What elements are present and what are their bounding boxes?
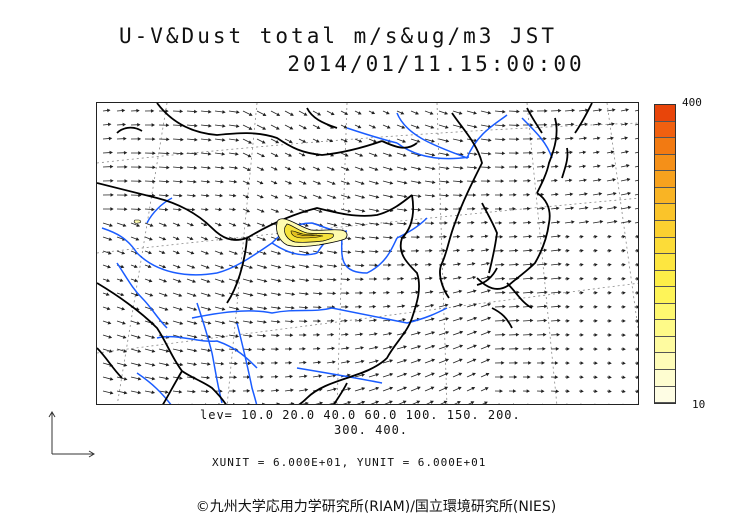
coastlines: [97, 103, 593, 404]
colorbar-segment: [655, 303, 675, 321]
colorbar-segment: [655, 386, 675, 404]
colorbar-segment: [655, 121, 675, 139]
wind-vectors: [102, 108, 638, 404]
contour-levels-line1: lev= 10.0 20.0 40.0 60.0 100. 150. 200.: [200, 408, 521, 422]
wind-dust-map: [96, 102, 639, 405]
colorbar-segment: [655, 370, 675, 387]
map-title: U-V&Dust total m/s&ug/m3 JST: [118, 24, 557, 48]
copyright-text: ©九州大学応用力学研究所(RIAM)/国立環境研究所(NIES): [195, 499, 557, 515]
colorbar-segment: [655, 237, 675, 255]
colorbar-segment: [655, 287, 675, 304]
map-canvas: [97, 103, 638, 404]
colorbar-segment: [655, 270, 675, 288]
colorbar-segment: [655, 336, 675, 354]
map-timestamp: 2014/01/11.15:00:00: [287, 52, 585, 76]
colorbar-segment: [655, 204, 675, 221]
dust-plume: [133, 218, 348, 247]
colorbar-segment: [655, 353, 675, 370]
colorbar-segment: [655, 171, 675, 188]
colorbar-segment: [655, 254, 675, 271]
colorbar-segment: [655, 138, 675, 155]
colorbar-segment: [655, 154, 675, 172]
colorbar-max-label: 400: [682, 96, 702, 109]
vector-unit-text: XUNIT = 6.000E+01, YUNIT = 6.000E+01: [212, 456, 487, 469]
colorbar-segment: [655, 105, 675, 122]
colorbar: [654, 104, 676, 404]
colorbar-segment: [655, 220, 675, 238]
colorbar-min-label: 10: [692, 398, 706, 411]
reference-vector-icon: [48, 411, 95, 458]
graticule: [97, 103, 638, 404]
colorbar-segment: [655, 187, 675, 205]
contour-levels-line2: 300. 400.: [334, 423, 409, 437]
colorbar-segment: [655, 320, 675, 337]
